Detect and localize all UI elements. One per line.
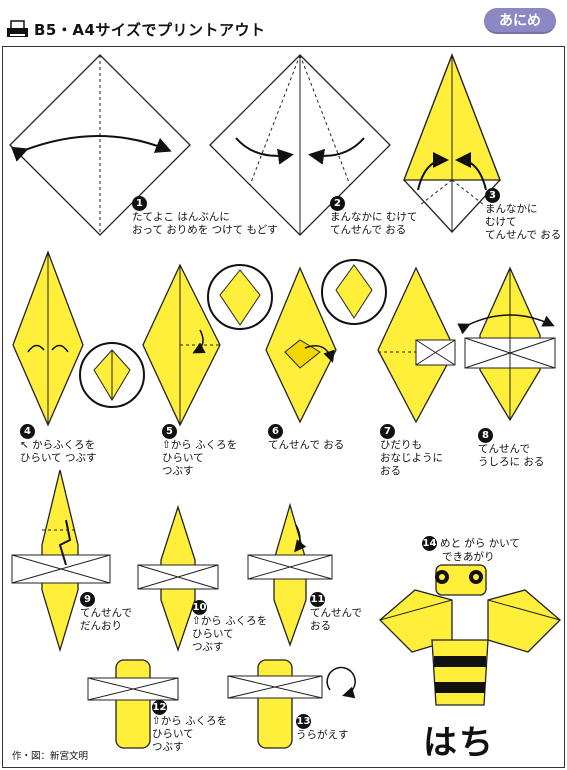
diagram-frame	[2, 46, 565, 768]
step10-label: 10 ⇧から ふくろを ひらいて つぶす	[192, 600, 268, 653]
step5-label: 5 ⇧から ふくろを ひらいて つぶす	[162, 424, 238, 477]
step3-label: 3 まんなかに むけて てんせんで おる	[485, 188, 562, 241]
step5-figure	[142, 263, 273, 427]
step8-label: 8 てんせんで うしろに おる	[478, 428, 545, 468]
step9-figure	[11, 469, 111, 653]
step14-label: 14 めと がら かいて できあがり	[422, 536, 520, 563]
step6-label: 6 てんせんで おる	[268, 424, 345, 451]
page-title: B5・A4サイズでプリントアウト	[34, 21, 266, 39]
step11-label: 11 てんせんで おる	[310, 592, 362, 632]
step4-figure	[12, 250, 145, 427]
bee-figure	[379, 564, 561, 706]
step2-figure	[209, 54, 391, 236]
printer-icon[interactable]	[6, 20, 30, 40]
step10-figure	[137, 504, 219, 653]
step12-label: 12 ⇧から ふくろを ひらいて つぶす	[152, 700, 228, 753]
step9-label: 9 てんせんで だんおり	[80, 592, 132, 632]
step1-figure	[9, 54, 191, 236]
step7-label: 7 ひだりも おなじように おる	[380, 424, 443, 477]
step2-label: 2 まんなかに むけて てんせんで おる	[330, 196, 418, 236]
step1-label: 1 たてよこ はんぶんに おって おりめを つけて もどす	[132, 196, 278, 236]
step8-figure	[457, 266, 556, 422]
step13-figure	[227, 659, 356, 749]
result-title: はち	[423, 723, 495, 763]
step6-figure	[265, 259, 387, 424]
step4-label: 4 ↖ からふくろを ひらいて つぶす	[20, 424, 97, 464]
step11-figure	[247, 502, 333, 647]
anime-button[interactable]: あにめ	[484, 8, 556, 34]
header: B5・A4サイズでプリントアウト あにめ	[0, 0, 567, 44]
step7-figure	[377, 266, 456, 424]
step12-figure	[87, 659, 179, 749]
credit-text: 作・図：新宮文明	[12, 751, 89, 762]
step13-label: 13 うらがえす	[296, 714, 349, 741]
step3-figure	[403, 53, 501, 233]
step1-number: 1	[132, 196, 147, 211]
